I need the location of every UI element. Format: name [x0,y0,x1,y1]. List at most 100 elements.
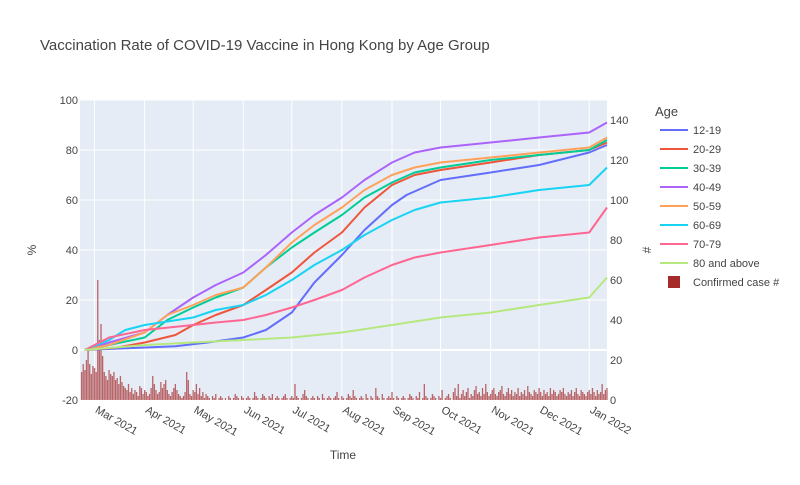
confirmed-case-bar [415,396,417,400]
confirmed-case-bar [434,398,437,400]
confirmed-case-bar [430,398,432,400]
confirmed-case-bar [200,396,202,400]
legend-label: 60-69 [693,220,721,232]
confirmed-case-bar [237,398,240,400]
confirmed-case-bar [496,396,498,400]
confirmed-case-bar [160,382,162,400]
confirmed-case-bar [153,384,156,400]
confirmed-case-bar [375,388,377,400]
confirmed-case-bar [354,396,356,400]
y-axis-title: % [25,244,39,255]
confirmed-case-bar [95,372,97,400]
confirmed-case-bar [489,394,492,400]
confirmed-case-bar [567,392,569,400]
confirmed-case-bar [477,394,479,400]
confirmed-case-bar [569,394,571,400]
confirmed-case-bar [194,392,196,400]
confirmed-case-bar [480,396,482,400]
confirmed-case-bar [89,364,91,400]
confirmed-case-bar [585,396,587,400]
confirmed-case-bar [92,366,94,400]
confirmed-case-bar [187,380,189,400]
confirmed-case-bar [101,356,104,400]
confirmed-case-bar [84,370,86,400]
confirmed-case-bar [391,392,393,400]
confirmed-case-bar [281,398,283,400]
confirmed-case-bar [598,394,600,400]
grid-layer [80,99,607,401]
x-tick-label: Aug 2021 [340,404,387,438]
confirmed-case-bar [504,396,506,400]
confirmed-case-bar [127,384,130,400]
confirmed-case-bar [541,396,543,400]
confirmed-case-bar [158,392,160,400]
y2-tick-label: 140 [610,115,628,127]
confirmed-case-bar [192,390,194,400]
series-line-60-69 [84,166,608,351]
confirmed-case-bar [540,392,542,400]
legend-label: 50-59 [693,201,721,213]
confirmed-case-bar [265,398,267,400]
confirmed-case-bar [404,398,406,400]
confirmed-case-bar [498,392,500,400]
confirmed-case-bar [506,392,508,400]
x-tick-label: Dec 2021 [538,404,585,438]
confirmed-case-bar [113,372,115,400]
confirmed-case-bar [173,388,175,400]
confirmed-case-bar [528,392,531,400]
confirmed-case-bar [307,398,309,400]
confirmed-case-bar [381,394,383,400]
confirmed-case-bar [252,398,254,400]
confirmed-case-bar [522,394,524,400]
confirmed-case-bar [412,398,414,400]
confirmed-case-bar [359,398,361,400]
confirmed-case-bar [245,398,248,400]
confirmed-case-bar [98,340,101,400]
confirmed-case-bar [512,396,514,400]
y2-tick-label: 0 [610,395,616,407]
confirmed-case-bar [135,392,138,400]
confirmed-case-bar [213,398,215,400]
confirmed-case-bar [465,392,468,400]
confirmed-case-bar [108,370,110,400]
confirmed-case-bar [318,398,320,400]
y2-tick-label: 60 [610,275,622,287]
confirmed-case-bar [161,388,164,400]
confirmed-case-bar [242,398,244,400]
confirmed-case-bar [255,396,257,400]
y-tick-label: 0 [72,345,78,357]
y2-tick-label: 20 [610,355,622,367]
confirmed-case-bar [418,392,421,400]
confirmed-case-bar [181,398,183,400]
confirmed-case-bar [207,396,209,400]
confirmed-case-bar [548,396,550,400]
legend-label: Confirmed case # [693,277,780,289]
y2-tick-label: 40 [610,315,622,327]
confirmed-case-bar [456,396,458,400]
confirmed-case-bar [87,348,89,400]
confirmed-case-bar [565,396,568,400]
confirmed-case-bar [270,398,272,400]
confirmed-case-bar [294,384,296,400]
confirmed-case-bar [559,390,561,400]
confirmed-case-bar [515,394,518,400]
confirmed-case-bar [152,376,154,400]
confirmed-case-bar [562,388,564,400]
confirmed-case-bar [599,392,602,400]
confirmed-case-bar [577,394,579,400]
confirmed-case-bar [397,398,400,400]
series-line-50-59 [84,136,608,351]
confirmed-case-bar [444,398,446,400]
line-layer [84,121,608,351]
confirmed-case-bar [352,390,354,400]
confirmed-case-bar [284,394,286,400]
confirmed-case-bar [97,280,99,400]
confirmed-case-bar [271,394,274,400]
confirmed-case-bar [132,394,134,400]
confirmed-case-bar [198,388,201,400]
x-axis-title: Time [330,448,357,462]
confirmed-case-bar [247,396,249,400]
y-tick-label: 80 [66,145,78,157]
confirmed-case-bar [286,398,288,400]
confirmed-case-bar [85,360,88,400]
